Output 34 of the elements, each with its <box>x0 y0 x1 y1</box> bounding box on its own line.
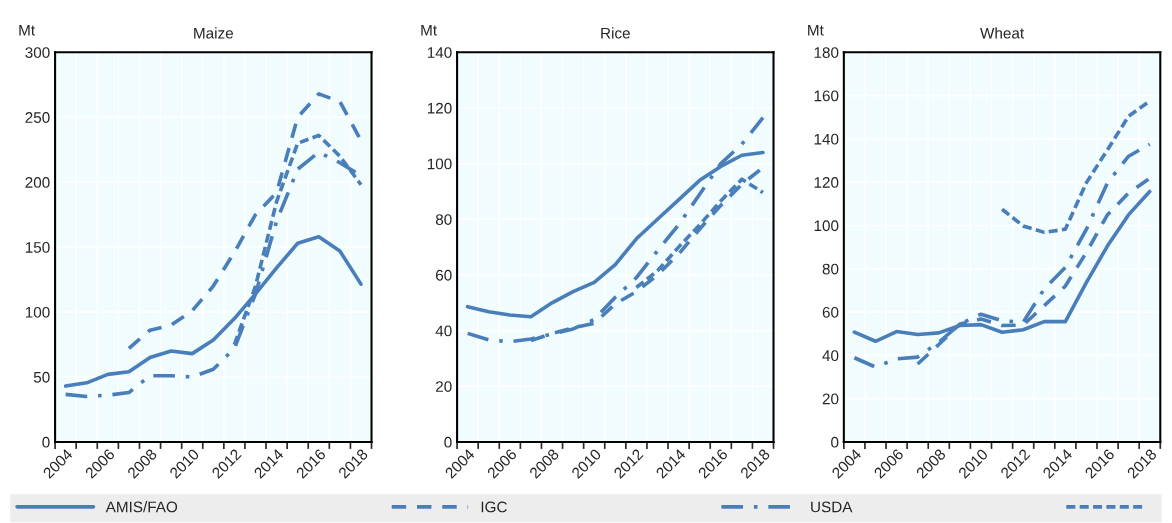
legend-label: USDA <box>811 501 853 513</box>
legend-label: AMIS/FAO <box>105 501 178 513</box>
chart-title: Rice <box>601 27 630 39</box>
y-tick-label: 200 <box>25 177 50 188</box>
y-tick-label: 80 <box>435 214 452 225</box>
chart-title: Wheat <box>980 27 1025 39</box>
y-axis-title: Mt <box>19 24 35 36</box>
y-tick-label: 60 <box>822 306 839 318</box>
y-tick-label: 40 <box>435 325 452 337</box>
y-tick-label: 100 <box>25 306 50 318</box>
y-tick-label: 300 <box>25 47 50 58</box>
y-tick-label: 120 <box>814 177 839 188</box>
y-axis-title: Mt <box>421 24 437 36</box>
y-tick-label: 140 <box>814 133 839 145</box>
y-tick-label: 20 <box>822 393 839 405</box>
y-tick-label: 140 <box>427 47 452 58</box>
y-axis-title: Mt <box>808 24 824 36</box>
y-tick-label: 20 <box>436 381 452 392</box>
y-tick-label: 160 <box>814 90 839 102</box>
y-tick-label: 100 <box>427 158 452 170</box>
y-tick-label: 80 <box>822 263 839 275</box>
y-tick-label: 100 <box>814 220 839 232</box>
y-tick-label: 0 <box>42 436 50 448</box>
y-tick-label: 60 <box>436 269 452 281</box>
y-tick-label: 150 <box>25 241 50 253</box>
y-tick-label: 120 <box>427 102 452 114</box>
chart-title: Maize <box>194 27 233 39</box>
y-tick-label: 50 <box>33 371 50 383</box>
y-tick-label: 40 <box>822 350 839 362</box>
y-tick-label: 180 <box>814 47 839 58</box>
y-tick-label: 250 <box>25 112 50 123</box>
y-tick-label: 0 <box>831 436 839 448</box>
legend-label: IGC <box>481 501 507 513</box>
y-tick-label: 0 <box>444 436 452 448</box>
